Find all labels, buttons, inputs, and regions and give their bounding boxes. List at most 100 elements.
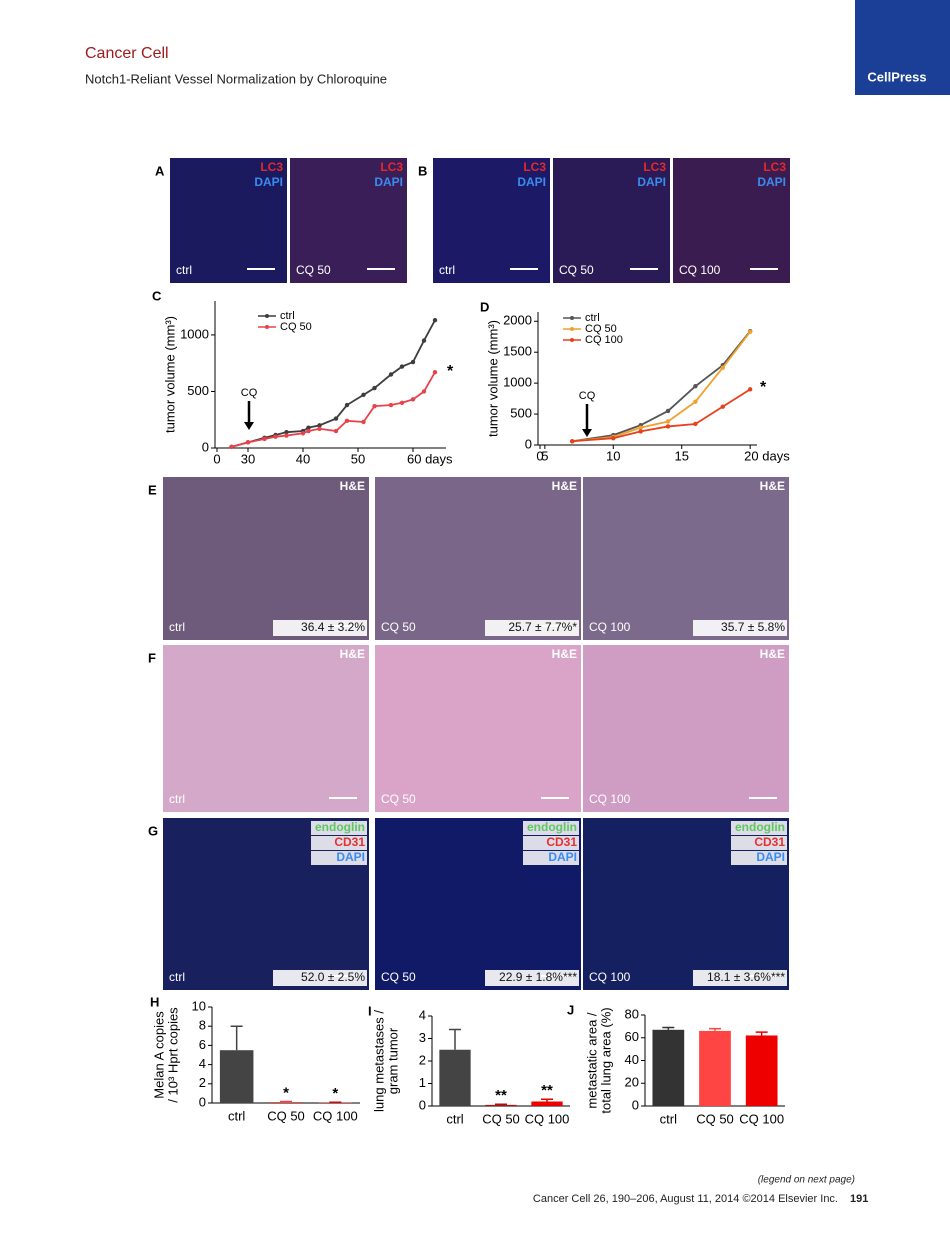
x-tick-label: CQ 50 (482, 1111, 520, 1126)
y-tick-label: 0 (419, 1097, 426, 1112)
stain-box (311, 821, 367, 835)
stain-label: DAPI (517, 175, 546, 189)
significance-mark: * (332, 1085, 338, 1102)
x-tick-label: CQ 100 (313, 1108, 358, 1123)
data-point (333, 428, 339, 434)
quant-box (693, 970, 787, 986)
data-point (611, 435, 616, 441)
data-point (638, 425, 643, 430)
micrograph (433, 158, 550, 283)
data-point (284, 433, 289, 438)
x-tick-label: ctrl (446, 1111, 463, 1126)
data-point (388, 372, 394, 377)
panel-letter: C (152, 288, 162, 303)
error-bar (449, 1028, 461, 1050)
quant-box (273, 970, 367, 986)
y-tick-label: 8 (199, 1018, 206, 1033)
stain-label: H&E (340, 647, 365, 661)
condition-label: CQ 100 (679, 263, 721, 277)
bar (439, 1049, 471, 1106)
condition-label: CQ 50 (381, 970, 416, 984)
data-point (273, 434, 278, 439)
stain-label: H&E (760, 647, 785, 661)
bar (699, 1030, 731, 1106)
data-point (306, 425, 311, 430)
micrograph (163, 645, 369, 812)
page-number: 191 (850, 1193, 868, 1205)
data-point (333, 416, 339, 421)
y-tick-label: 2000 (503, 313, 532, 328)
stain-box (731, 851, 787, 865)
data-point (300, 431, 306, 436)
annotation-arrowhead (244, 422, 254, 430)
legend-marker (570, 316, 574, 320)
stain-label: DAPI (254, 175, 283, 189)
legend-label: ctrl (585, 312, 600, 324)
y-tick-label: 1500 (503, 344, 532, 359)
y-axis-label: tumor volume (mm³) (162, 316, 177, 433)
stain-label: H&E (552, 647, 577, 661)
condition-label: CQ 50 (381, 620, 416, 634)
data-point (317, 423, 322, 428)
stain-box (731, 821, 787, 835)
data-point (410, 397, 416, 402)
y-tick-label: 1000 (503, 375, 532, 390)
series-line (572, 330, 751, 443)
data-point (432, 370, 438, 375)
data-point (344, 418, 350, 424)
condition-label: ctrl (169, 792, 185, 806)
legend-marker (570, 327, 574, 331)
x-tick-label: 30 (241, 451, 255, 466)
stain-label: DAPI (548, 850, 577, 864)
condition-label: CQ 100 (589, 620, 631, 634)
x-tick-label: 0 (213, 451, 220, 466)
quant-box (485, 620, 579, 636)
x-tick-label: CQ 50 (696, 1111, 734, 1126)
x-tick-label: 0 (536, 448, 543, 463)
stain-box (523, 821, 579, 835)
y-tick-label: 0 (632, 1097, 639, 1112)
data-point (399, 400, 405, 405)
data-point (693, 421, 698, 427)
stain-label: LC3 (523, 160, 546, 174)
micrograph (553, 158, 670, 283)
stain-label: DAPI (637, 175, 666, 189)
data-point (262, 436, 267, 442)
condition-label: CQ 100 (589, 970, 631, 984)
data-point (720, 404, 725, 409)
stain-box (311, 851, 367, 865)
panel-letter: D (480, 299, 489, 314)
error-bar (755, 1031, 768, 1036)
y-axis-label: tumor volume (mm³) (485, 320, 500, 437)
y-tick-label: 80 (625, 1006, 639, 1021)
x-tick-label: 20 days (744, 448, 790, 463)
panel-letter: G (148, 823, 158, 838)
x-tick-label: CQ 100 (739, 1111, 784, 1126)
data-point (388, 402, 394, 408)
data-point (410, 359, 416, 365)
data-point (361, 392, 366, 398)
stain-label: DAPI (374, 175, 403, 189)
x-tick-label: 40 (296, 451, 310, 466)
micrograph (170, 158, 287, 283)
stain-label: endoglin (527, 820, 577, 834)
data-point (638, 429, 643, 434)
page-title: Notch1-Reliant Vessel Normalization by C… (85, 71, 387, 86)
micrograph (375, 477, 581, 640)
stain-label: DAPI (336, 850, 365, 864)
condition-label: ctrl (176, 263, 192, 277)
legend-label: CQ 50 (280, 321, 312, 333)
data-point (720, 365, 725, 370)
y-tick-label: 3 (419, 1030, 426, 1045)
stain-label: CD31 (754, 835, 785, 849)
data-point (284, 429, 289, 435)
micrograph (583, 477, 789, 640)
x-tick-label: ctrl (660, 1111, 677, 1126)
condition-label: CQ 50 (559, 263, 594, 277)
quant-label: 25.7 ± 7.7%* (508, 620, 577, 634)
data-point (693, 384, 698, 389)
micrograph (673, 158, 790, 283)
x-tick-label: 60 days (407, 451, 453, 466)
stain-label: CD31 (546, 835, 577, 849)
